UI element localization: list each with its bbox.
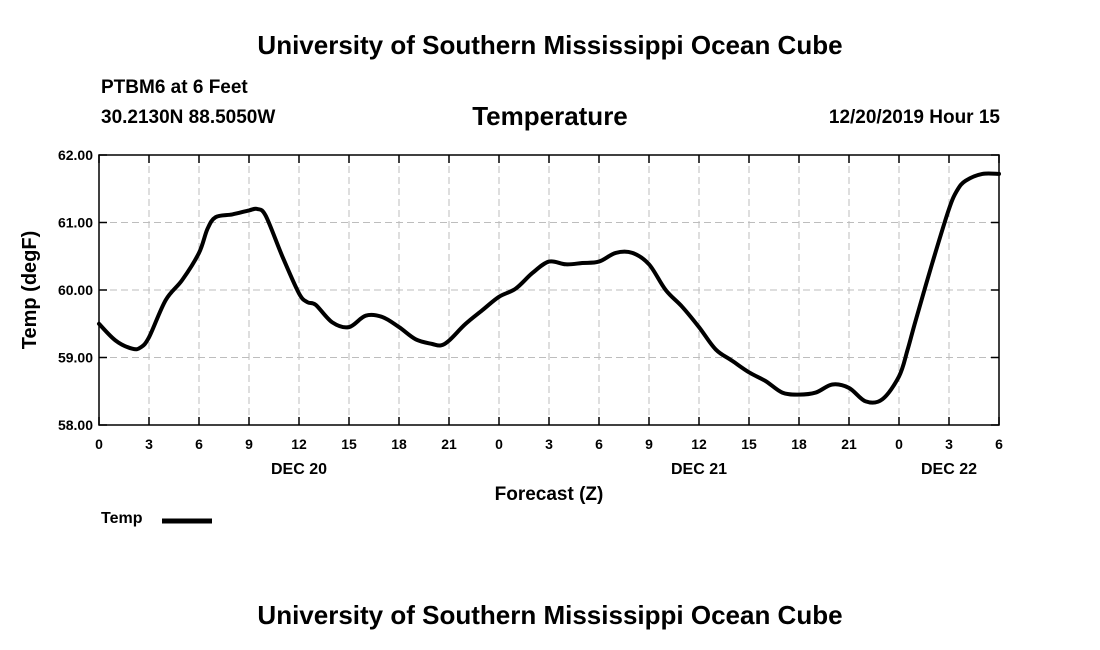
y-tick-label: 59.00 xyxy=(58,350,93,366)
x-tick-label: 9 xyxy=(645,436,653,452)
forecast-issue-time: 12/20/2019 Hour 15 xyxy=(828,107,1000,128)
x-tick-label: 3 xyxy=(945,436,953,452)
date-labels: DEC 20 DEC 21 DEC 22 xyxy=(271,461,977,478)
x-tick-label: 9 xyxy=(245,436,253,452)
y-axis-ticks: 58.00 59.00 60.00 61.00 62.00 xyxy=(58,147,999,433)
x-tick-label: 3 xyxy=(145,436,153,452)
date-label: DEC 21 xyxy=(671,461,727,478)
x-tick-label: 3 xyxy=(545,436,553,452)
x-tick-label: 15 xyxy=(341,436,357,452)
date-label: DEC 22 xyxy=(921,461,977,478)
x-tick-label: 6 xyxy=(595,436,603,452)
x-tick-label: 0 xyxy=(495,436,503,452)
x-tick-label: 21 xyxy=(841,436,857,452)
x-axis-label: Forecast (Z) xyxy=(495,484,604,505)
x-tick-label: 6 xyxy=(995,436,1003,452)
y-axis-label: Temp (degF) xyxy=(19,231,41,350)
variable-title: Temperature xyxy=(472,101,628,131)
grid-lines xyxy=(99,155,999,425)
x-tick-label: 0 xyxy=(895,436,903,452)
x-tick-label: 6 xyxy=(195,436,203,452)
x-tick-label: 18 xyxy=(391,436,407,452)
chart-top-title: University of Southern Mississippi Ocean… xyxy=(257,30,843,60)
y-tick-label: 58.00 xyxy=(58,417,93,433)
station-name: PTBM6 at 6 Feet xyxy=(101,77,248,98)
chart-bottom-title: University of Southern Mississippi Ocean… xyxy=(257,600,843,630)
y-tick-label: 61.00 xyxy=(58,215,93,231)
x-tick-label: 12 xyxy=(291,436,307,452)
x-tick-label: 18 xyxy=(791,436,807,452)
station-coordinates: 30.2130N 88.5050W xyxy=(101,107,276,128)
date-label: DEC 20 xyxy=(271,461,327,478)
x-tick-label: 0 xyxy=(95,436,103,452)
x-tick-label: 21 xyxy=(441,436,457,452)
y-tick-label: 60.00 xyxy=(58,282,93,298)
temp-series-line xyxy=(97,171,1001,405)
y-tick-label: 62.00 xyxy=(58,147,93,163)
x-tick-label: 12 xyxy=(691,436,707,452)
x-axis-ticks: 0 3 6 9 12 15 18 21 0 3 6 9 12 15 18 21 0 3 6 xyxy=(95,155,1003,452)
x-tick-label: 15 xyxy=(741,436,757,452)
legend-label: Temp xyxy=(101,510,143,527)
